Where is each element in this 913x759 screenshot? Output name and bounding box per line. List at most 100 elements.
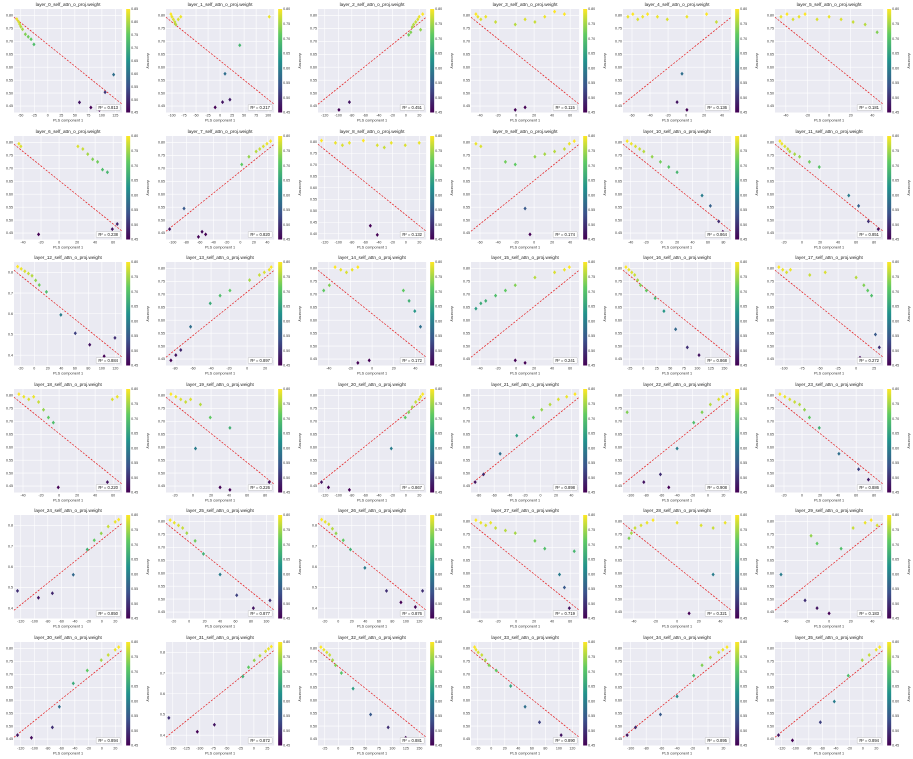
data-point: [723, 520, 727, 525]
colorbar-tick-label: 0.65: [435, 178, 442, 182]
panel-title: layer_7_self_attn_o_proj.weight: [188, 129, 254, 134]
colorbar-tick-label: 0.55: [892, 714, 899, 718]
data-point: [247, 154, 251, 159]
colorbar-tick-label: 0.70: [892, 543, 899, 547]
x-tick-label: -20: [86, 620, 91, 624]
r2-box: [704, 104, 729, 111]
data-point: [32, 42, 36, 47]
y-tick-label: 0.65: [463, 305, 470, 309]
r2-label: R² = 0.894: [98, 737, 118, 742]
data-point: [27, 396, 31, 401]
colorbar-tick-label: 0.50: [283, 222, 290, 226]
y-tick-label: 0.65: [615, 52, 622, 56]
y-tick-label: 0.45: [310, 357, 317, 361]
y-tick-label: 0.60: [6, 65, 13, 69]
y-tick-label: 0.65: [6, 52, 13, 56]
x-tick-label: -75: [211, 746, 216, 750]
x-tick-label: -100: [780, 367, 787, 371]
colorbar-tick-label: 0.60: [131, 446, 138, 450]
y-tick-label: 0.55: [767, 458, 774, 462]
x-tick-label: 60: [568, 620, 572, 624]
y-tick-label: 0.60: [158, 571, 165, 575]
panel-title: layer_5_self_attn_o_proj.weight: [796, 2, 862, 7]
panel-title: layer_32_self_attn_o_proj.weight: [339, 635, 407, 640]
data-point: [527, 231, 532, 236]
colorbar-tick-label: 0.45: [131, 617, 138, 621]
colorbar-tick-label: 0.45: [131, 743, 138, 747]
r2-box: [96, 736, 121, 744]
data-point: [23, 269, 27, 274]
x-tick-label: 0: [405, 240, 407, 244]
x-tick-label: 20: [818, 240, 822, 244]
colorbar-tick-label: 0.80: [740, 7, 747, 11]
y-tick-label: 0.80: [310, 646, 317, 650]
y-tick-label: 0.55: [158, 205, 165, 209]
colorbar: [278, 9, 283, 113]
data-point: [106, 524, 110, 529]
data-point: [513, 107, 517, 112]
data-point: [777, 265, 781, 270]
x-tick-label: -120: [17, 620, 24, 624]
data-point: [240, 161, 244, 166]
colorbar: [430, 641, 435, 745]
colorbar: [278, 388, 283, 492]
r2-box: [552, 230, 577, 238]
colorbar-tick-label: 0.60: [283, 66, 290, 70]
y-tick-label: 0.75: [6, 659, 13, 663]
data-point: [228, 487, 232, 492]
panel-title: layer_26_self_attn_o_proj.weight: [339, 508, 407, 513]
x-tick-label: 25: [59, 114, 63, 118]
y-tick-label: 0.55: [6, 78, 13, 82]
x-tick-label: 0: [490, 746, 492, 750]
data-point: [174, 353, 178, 358]
colorbar-tick-label: 0.45: [740, 617, 747, 621]
data-point: [356, 360, 360, 365]
colorbar: [278, 262, 283, 366]
r2-label: R² = 0.895: [707, 737, 727, 742]
data-point: [803, 12, 807, 17]
colorbar-label: Accuracy: [603, 53, 607, 69]
x-tick-label: 40: [836, 240, 840, 244]
x-tick-label: 20: [209, 493, 213, 497]
r2-label: R² = 0.884: [98, 358, 118, 363]
data-point: [513, 283, 517, 288]
data-point: [174, 22, 178, 27]
scatter-panel: layer_13_self_attn_o_proj.weight -80 -60 -4…: [158, 255, 302, 376]
panel-title: layer_25_self_attn_o_proj.weight: [187, 508, 255, 513]
x-tick-label: 60: [854, 493, 858, 497]
panel-title: layer_24_self_attn_o_proj.weight: [34, 508, 102, 513]
data-point: [89, 105, 93, 110]
y-tick-label: 0.50: [615, 218, 622, 222]
data-point: [228, 97, 232, 102]
r2-box: [96, 483, 121, 491]
y-tick-label: 0.45: [767, 104, 774, 108]
y-tick-label: 0.55: [767, 331, 774, 335]
colorbar-tick-label: 0.55: [740, 334, 747, 338]
x-tick-label: 0: [188, 620, 190, 624]
y-tick-label: 0.70: [310, 672, 317, 676]
x-tick-label: 40: [870, 620, 874, 624]
y-tick-label: 0.70: [6, 419, 13, 423]
x-tick-label: -40: [783, 114, 788, 118]
data-point: [92, 538, 96, 543]
x-tick-label: 60: [111, 240, 115, 244]
data-point: [666, 164, 671, 169]
data-point: [32, 394, 36, 399]
panel-title: layer_30_self_attn_o_proj.weight: [34, 635, 102, 640]
panel-title: layer_35_self_attn_o_proj.weight: [795, 635, 863, 640]
data-point: [572, 138, 576, 143]
y-tick-label: 0.80: [615, 520, 622, 524]
y-tick-label: 0.75: [158, 27, 165, 31]
x-tick-label: -20: [805, 620, 810, 624]
colorbar-tick-label: 0.70: [740, 416, 747, 420]
data-point: [168, 226, 172, 231]
colorbar: [278, 515, 283, 619]
colorbar-tick-label: 0.80: [435, 260, 442, 264]
scatter-panel: layer_15_self_attn_o_proj.weight -40 -20 0 2…: [463, 255, 607, 376]
x-axis-label: PLS component 1: [814, 245, 844, 249]
regression-line: [318, 523, 427, 611]
data-point: [117, 517, 121, 522]
x-tick-label: -100: [196, 746, 203, 750]
colorbar-label: Accuracy: [146, 53, 150, 69]
data-point: [169, 391, 173, 396]
